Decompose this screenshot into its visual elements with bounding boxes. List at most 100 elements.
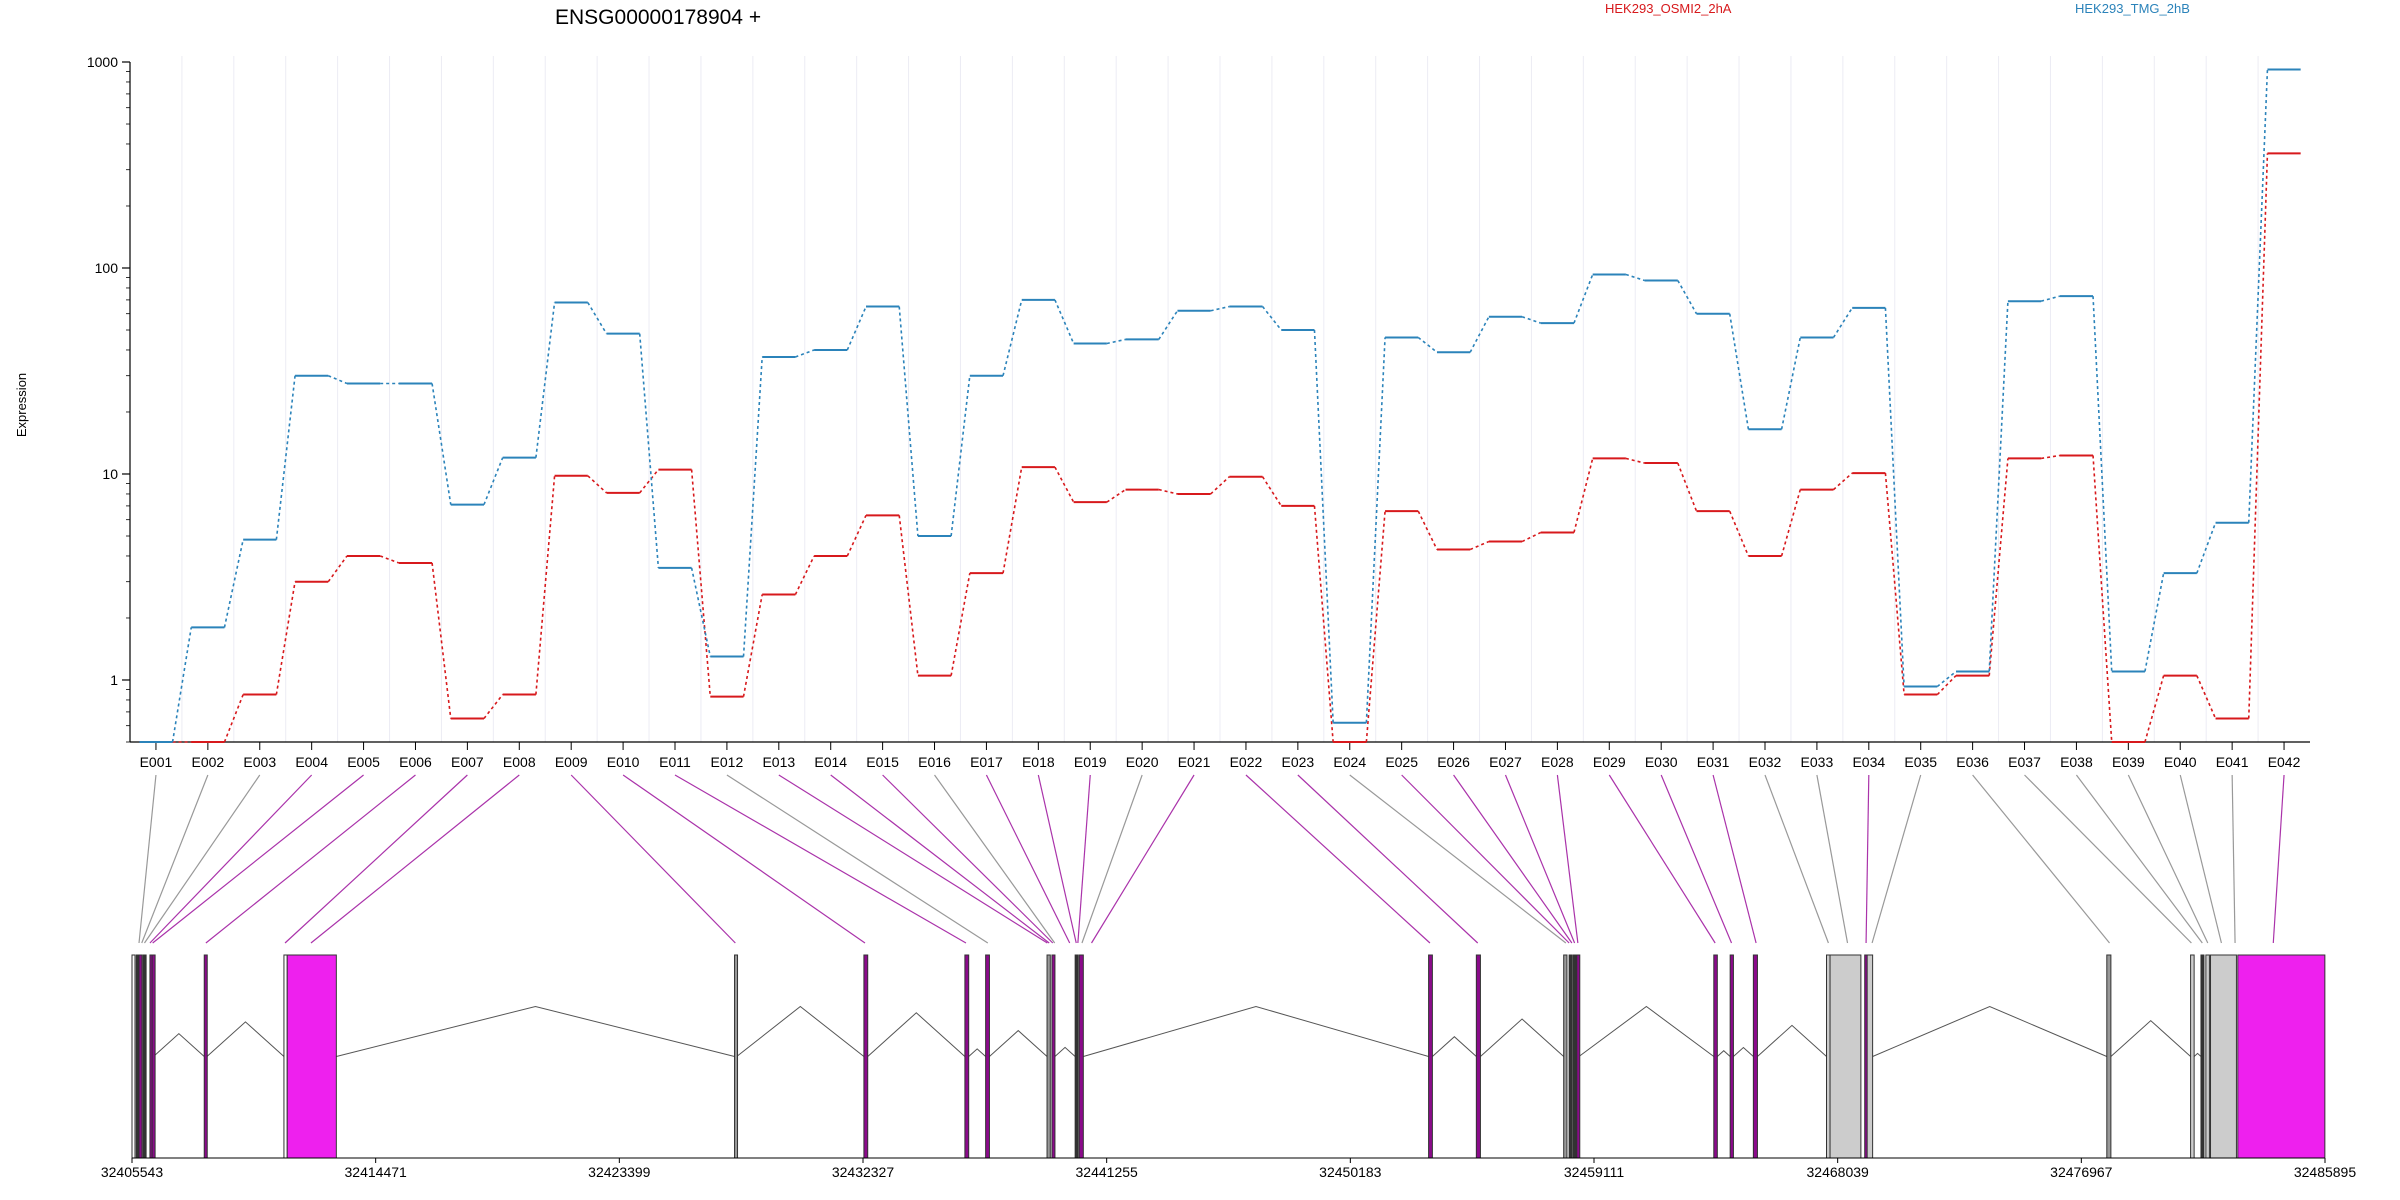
exon-connector <box>138 774 157 944</box>
exon-box <box>1563 954 1568 1159</box>
series-connector <box>327 555 348 583</box>
exon-connector <box>1081 774 1143 944</box>
exon-box <box>138 954 143 1159</box>
intron-line <box>1432 1036 1477 1057</box>
genomic-tick-label: 32423399 <box>588 1164 651 1180</box>
intron-line <box>206 1021 285 1057</box>
series-connector <box>950 573 971 676</box>
series-connector <box>1936 675 1957 696</box>
series-connector <box>1988 301 2009 672</box>
exon-connector <box>1245 774 1431 944</box>
x-tick-label: E030 <box>1645 754 1678 770</box>
series-connector <box>1106 488 1126 503</box>
series-connector <box>1210 476 1230 495</box>
exon-box <box>2190 954 2195 1159</box>
exon-connector <box>1297 774 1479 944</box>
series-connector <box>2196 675 2217 719</box>
exon-connector <box>778 774 1048 944</box>
series-connector <box>223 694 244 743</box>
series-connector <box>742 356 763 657</box>
exon-box <box>1074 954 1079 1159</box>
genomic-tick-label: 32450183 <box>1319 1164 1382 1180</box>
gene-model <box>131 954 2326 1159</box>
intron-line <box>2193 1052 2202 1057</box>
x-tick-label: E020 <box>1126 754 1159 770</box>
gene-start-marker <box>131 954 136 1159</box>
chart-title: ENSG00000178904 + <box>555 6 761 29</box>
exon-connector <box>310 774 520 944</box>
exon-connector <box>2179 774 2223 944</box>
exon-box <box>863 954 869 1159</box>
exon-connector <box>1865 774 1870 944</box>
series-connector <box>483 694 504 720</box>
x-tick-label: E042 <box>2268 754 2301 770</box>
intron-line <box>336 1005 735 1057</box>
series-connector <box>898 306 919 537</box>
x-tick-label: E022 <box>1230 754 1263 770</box>
vertical-gridlines <box>181 56 2259 742</box>
exon-connector <box>934 774 1056 944</box>
exon-box <box>2210 954 2237 1159</box>
y-tick-label: 10 <box>102 466 118 482</box>
legend-series-2: HEK293_TMG_2hB <box>2075 1 2190 16</box>
intron-line <box>1083 1005 1429 1057</box>
exon-connector <box>143 774 261 944</box>
series-connector <box>1054 466 1075 503</box>
x-tick-label: E040 <box>2164 754 2197 770</box>
exon-connector <box>152 774 364 944</box>
genomic-tick-label: 32432327 <box>832 1164 895 1180</box>
series-connector <box>431 562 452 719</box>
x-tick-label: E012 <box>711 754 744 770</box>
genomic-tick-label: 32485895 <box>2294 1164 2357 1180</box>
exon-box <box>2237 954 2326 1159</box>
intron-line <box>1578 1005 1715 1057</box>
exon-connector <box>1401 774 1570 944</box>
intron-line <box>736 1005 865 1057</box>
x-tick-label: E038 <box>2060 754 2093 770</box>
series-connector <box>1728 510 1750 557</box>
series-connector <box>1365 337 1386 723</box>
series-connector <box>1677 462 1698 512</box>
exon-connector <box>674 774 967 944</box>
exon-connector <box>830 774 1050 944</box>
series-connector <box>1677 280 1698 315</box>
series-connector <box>1002 299 1023 376</box>
x-tick-label: E002 <box>192 754 225 770</box>
series-connector <box>1728 313 1750 430</box>
x-tick-label: E031 <box>1697 754 1730 770</box>
exon-box <box>2200 954 2205 1159</box>
exon-connector <box>1660 774 1733 944</box>
series-connector <box>223 539 244 628</box>
exon-connector <box>882 774 1054 944</box>
exon-connector <box>2127 774 2209 944</box>
exon-box <box>1046 954 1051 1159</box>
series-connector <box>431 383 452 505</box>
exon-connector <box>1453 774 1573 944</box>
series-connector <box>587 302 608 335</box>
genomic-tick-label: 32459111 <box>1564 1164 1624 1180</box>
x-tick-label: E016 <box>918 754 951 770</box>
series-2 <box>139 68 2301 743</box>
series-connector <box>1054 299 1075 344</box>
x-tick-label: E011 <box>659 754 691 770</box>
genomic-tick-label: 32476967 <box>2050 1164 2113 1180</box>
genomic-tick-label: 32405543 <box>101 1164 164 1180</box>
exon-connector <box>1608 774 1716 944</box>
exon-connector <box>985 774 1071 944</box>
exon-box <box>1078 954 1084 1159</box>
series-connector <box>1573 274 1594 324</box>
x-tick-label: E010 <box>607 754 640 770</box>
genomic-tick-label: 32468039 <box>1807 1164 1870 1180</box>
exon-box <box>1051 954 1056 1159</box>
genomic-axis: 32405543 32414471 32423399 32432327 32441255… <box>101 1157 2357 1180</box>
x-tick-label: E005 <box>347 754 380 770</box>
exon-box <box>1829 954 1862 1159</box>
series-connector <box>794 555 815 595</box>
genomic-tick-label: 32414471 <box>345 1164 408 1180</box>
x-tick-label: E009 <box>555 754 588 770</box>
x-tick-label: E017 <box>970 754 1003 770</box>
exon-connector <box>1349 774 1567 944</box>
series-connector <box>535 475 556 695</box>
exon-box <box>1475 954 1481 1159</box>
series-connector <box>1417 336 1438 353</box>
